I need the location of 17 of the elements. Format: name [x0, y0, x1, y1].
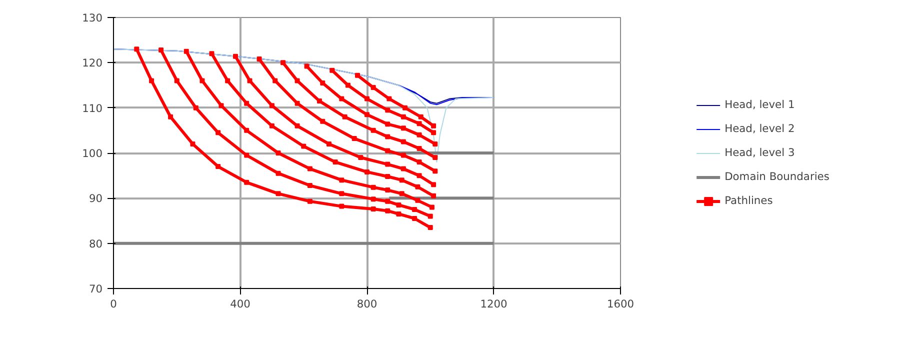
y-tick-label: 110 — [82, 102, 103, 115]
legend-label: Head, level 3 — [724, 146, 795, 159]
x-tick-label: 1200 — [480, 298, 508, 310]
y-tick-label: 100 — [82, 147, 103, 160]
y-tick-label: 70 — [88, 282, 103, 296]
legend-label: Pathlines — [724, 194, 773, 207]
x-tick-label: 0 — [110, 298, 118, 310]
x-tick-label: 400 — [230, 298, 251, 310]
y-tick-label: 90 — [88, 192, 103, 206]
legend-label: Head, level 2 — [724, 122, 795, 135]
legend-label: Domain Boundaries — [724, 170, 830, 183]
legend-label: Head, level 1 — [724, 98, 795, 111]
y-tick-label: 130 — [82, 12, 103, 24]
y-tick-label: 120 — [82, 56, 103, 70]
x-tick-label: 1600 — [606, 298, 634, 310]
y-tick-label: 80 — [88, 237, 103, 250]
x-tick-label: 800 — [356, 298, 378, 310]
